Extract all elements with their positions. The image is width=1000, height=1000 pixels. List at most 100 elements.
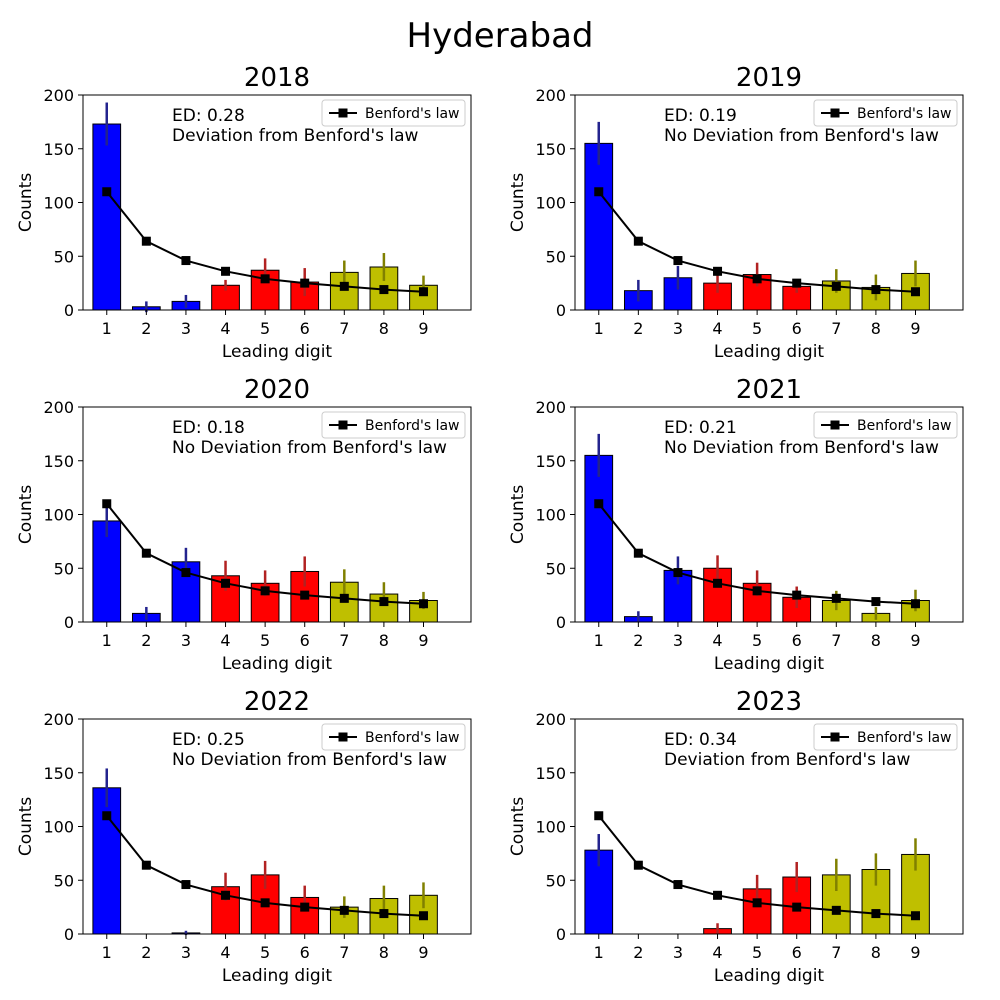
legend-box xyxy=(813,411,958,439)
y-tick-label: 100 xyxy=(43,818,74,837)
x-tick-label: 4 xyxy=(712,319,722,338)
x-tick-label: 4 xyxy=(220,943,230,962)
x-tick-label: 2 xyxy=(633,319,643,338)
benford-point-digit-9 xyxy=(910,599,920,609)
y-tick-label: 0 xyxy=(64,301,74,320)
x-tick-label: 1 xyxy=(102,943,112,962)
legend: Benford's law xyxy=(321,723,466,751)
benford-point-digit-5 xyxy=(752,274,762,284)
benford-point-digit-6 xyxy=(300,590,310,600)
x-tick-label: 7 xyxy=(831,631,841,650)
subplot-2021: 2021 0 50 100 150 200 1 2 3 4 5 6 7 8 9 Leading digit Co… xyxy=(508,375,964,674)
x-tick-label: 6 xyxy=(300,319,310,338)
x-tick-label: 7 xyxy=(339,631,349,650)
x-tick-label: 8 xyxy=(379,943,389,962)
x-tick-label: 2 xyxy=(633,631,643,650)
x-tick-label: 1 xyxy=(594,943,604,962)
benford-point-digit-2 xyxy=(141,860,151,870)
benford-point-digit-8 xyxy=(871,909,881,919)
subplot-2023: 2023 0 50 100 150 200 1 2 3 4 5 6 7 8 9 Leading digit Co… xyxy=(508,687,964,986)
y-tick-label: 150 xyxy=(535,140,566,159)
x-tick-label: 9 xyxy=(418,319,428,338)
benford-point-digit-7 xyxy=(339,905,349,915)
bar-digit-8 xyxy=(369,593,399,623)
benford-point-digit-3 xyxy=(673,568,683,578)
benford-point-digit-8 xyxy=(379,597,389,607)
legend-marker-swatch xyxy=(830,732,840,742)
x-tick-label: 6 xyxy=(300,943,310,962)
y-tick-label: 200 xyxy=(535,86,566,105)
benford-point-digit-5 xyxy=(260,898,270,908)
y-tick-label: 50 xyxy=(54,871,74,890)
y-tick-label: 150 xyxy=(43,764,74,783)
benford-point-digit-5 xyxy=(260,274,270,284)
x-tick-label: 3 xyxy=(181,631,191,650)
x-tick-label: 2 xyxy=(141,631,151,650)
x-tick-label: 3 xyxy=(181,319,191,338)
legend-marker-swatch xyxy=(830,108,840,118)
y-tick-label: 150 xyxy=(535,764,566,783)
legend-box xyxy=(321,411,466,439)
benford-point-digit-4 xyxy=(221,890,231,900)
benford-point-digit-4 xyxy=(713,266,723,276)
subplot-2022: 2022 0 50 100 150 200 1 2 3 4 5 6 7 8 9 Leading digit Co… xyxy=(16,687,472,986)
legend-marker-swatch xyxy=(830,420,840,430)
x-tick-label: 5 xyxy=(752,319,762,338)
subplot-2019: 2019 0 50 100 150 200 1 2 3 4 5 6 7 8 9 Leading digit Co… xyxy=(508,63,964,362)
x-tick-label: 5 xyxy=(752,631,762,650)
benford-point-digit-7 xyxy=(831,281,841,291)
x-axis-label: Leading digit xyxy=(714,654,825,674)
benford-point-digit-2 xyxy=(633,548,643,558)
legend-box xyxy=(813,99,958,127)
x-tick-label: 1 xyxy=(102,631,112,650)
y-axis-label: Counts xyxy=(16,485,36,544)
x-tick-label: 9 xyxy=(418,631,428,650)
y-axis-label: Counts xyxy=(16,797,36,856)
ed-annotation: ED: 0.18 xyxy=(172,418,245,438)
figure-title: Hyderabad xyxy=(407,16,594,56)
legend-label: Benford's law xyxy=(365,418,460,434)
benford-point-digit-3 xyxy=(181,880,191,890)
benford-point-digit-1 xyxy=(594,499,604,509)
benford-point-digit-3 xyxy=(181,568,191,578)
y-tick-label: 200 xyxy=(535,710,566,729)
y-tick-label: 50 xyxy=(546,247,566,266)
y-tick-label: 150 xyxy=(43,140,74,159)
x-tick-label: 4 xyxy=(712,631,722,650)
deviation-annotation: No Deviation from Benford's law xyxy=(664,438,939,458)
benford-point-digit-4 xyxy=(221,266,231,276)
y-axis-label: Counts xyxy=(16,173,36,232)
legend-marker-swatch xyxy=(338,420,348,430)
benford-point-digit-7 xyxy=(339,593,349,603)
x-tick-label: 8 xyxy=(379,319,389,338)
x-tick-label: 6 xyxy=(792,319,802,338)
benford-point-digit-6 xyxy=(792,278,802,288)
x-tick-label: 4 xyxy=(220,631,230,650)
bar-digit-1 xyxy=(584,142,614,311)
deviation-annotation: Deviation from Benford's law xyxy=(172,126,419,146)
x-tick-label: 5 xyxy=(260,631,270,650)
benford-point-digit-6 xyxy=(300,902,310,912)
x-tick-label: 8 xyxy=(871,943,881,962)
y-tick-label: 0 xyxy=(64,613,74,632)
y-tick-label: 0 xyxy=(64,925,74,944)
x-tick-label: 6 xyxy=(792,631,802,650)
benford-point-digit-2 xyxy=(633,236,643,246)
benford-point-digit-1 xyxy=(102,499,112,509)
x-tick-label: 4 xyxy=(712,943,722,962)
x-tick-label: 3 xyxy=(673,943,683,962)
benford-point-digit-3 xyxy=(181,256,191,266)
legend-label: Benford's law xyxy=(857,730,952,746)
legend-label: Benford's law xyxy=(857,418,952,434)
ed-annotation: ED: 0.19 xyxy=(664,106,737,126)
y-tick-label: 200 xyxy=(535,398,566,417)
legend: Benford's law xyxy=(321,99,466,127)
x-tick-label: 9 xyxy=(418,943,428,962)
benford-point-digit-8 xyxy=(379,909,389,919)
x-tick-label: 3 xyxy=(673,631,683,650)
x-tick-label: 9 xyxy=(910,631,920,650)
x-tick-label: 9 xyxy=(910,319,920,338)
ed-annotation: ED: 0.34 xyxy=(664,730,737,750)
y-tick-label: 100 xyxy=(535,506,566,525)
